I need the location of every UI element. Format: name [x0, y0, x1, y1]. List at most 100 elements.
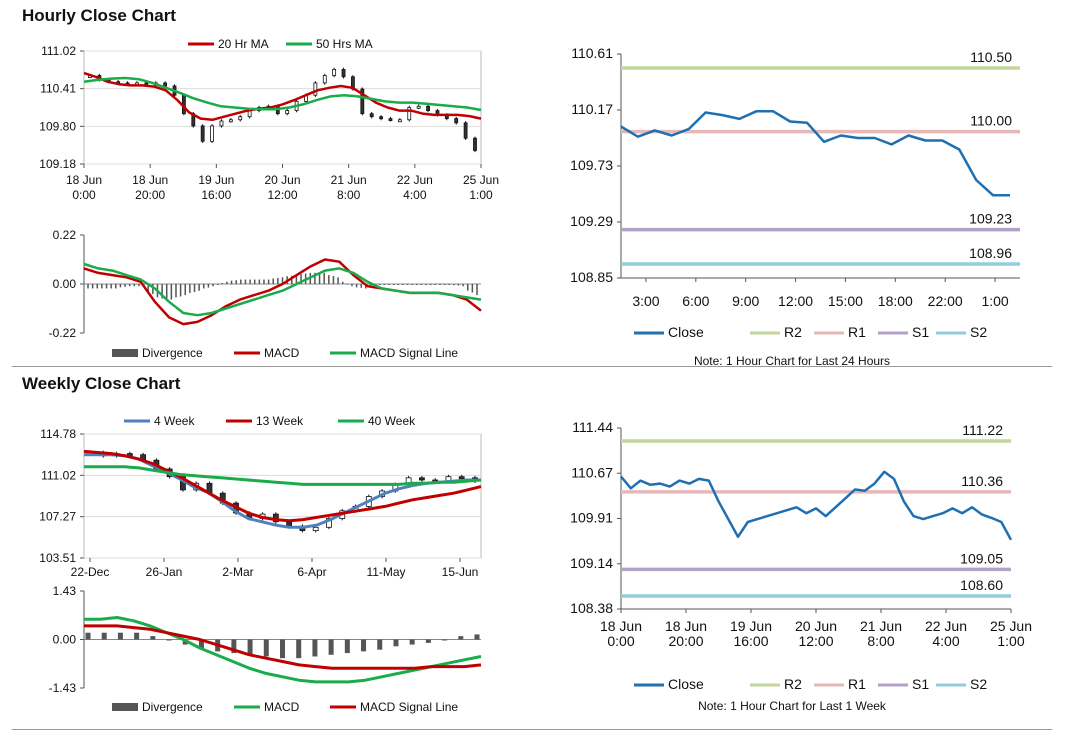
weekly-macd-divergence-bar: [442, 639, 448, 641]
hourly-price-yaxis-label: 109.18: [39, 157, 76, 171]
weekly-pivot-xaxis-label: 18 Jun: [665, 618, 707, 634]
hourly-pivot-xaxis-label: 22:00: [928, 293, 963, 309]
weekly-pivot-xaxis-label: 8:00: [867, 633, 894, 649]
hourly-macd-divergence-bar: [216, 284, 219, 285]
hourly-macd-divergence-bar: [184, 284, 186, 296]
hourly-price-candle-body: [454, 118, 459, 124]
hourly-price-xaxis-label: 19 Jun: [198, 173, 234, 187]
weekly-macd-legend-divergence-label: Divergence: [142, 700, 203, 714]
hourly-price-candle-body: [210, 125, 214, 142]
hourly-pivot-xaxis-label: 15:00: [828, 293, 863, 309]
hourly-price-candle-body: [238, 116, 243, 121]
weekly-pivot-xaxis-label: 19 Jun: [730, 618, 772, 634]
weekly-pivot-xaxis-label: 25 Jun: [990, 618, 1032, 634]
hourly-macd-divergence-bar: [272, 278, 274, 284]
hourly-macd-divergence-bar: [328, 275, 330, 284]
weekly-macd-divergence-bar: [458, 636, 464, 640]
weekly-macd-divergence-bar: [85, 632, 91, 640]
weekly-pivot-yaxis-label: 109.91: [570, 510, 613, 526]
hourly-macd-divergence-bar: [379, 284, 381, 285]
hourly-macd-divergence-bar: [425, 284, 427, 285]
hourly-macd-divergence-bar: [434, 284, 437, 285]
hourly-price-yaxis-label: 110.41: [40, 82, 76, 96]
hourly-macd-divergence-bar: [221, 283, 224, 285]
weekly-price-yaxis-label: 107.27: [39, 510, 76, 524]
weekly-macd-line: [84, 616, 482, 684]
weekly-pivot-yaxis-label: 110.67: [571, 464, 613, 480]
weekly-price-candle-body: [418, 477, 425, 481]
hourly-price-candle-body: [360, 88, 365, 115]
weekly-macd-divergence-bar: [150, 636, 156, 640]
hourly-price-xaxis-label: 22 Jun: [397, 173, 433, 187]
hourly-price-candle-body: [332, 69, 337, 76]
hourly-macd-legend-signal-label: MACD Signal Line: [360, 346, 458, 360]
weekly-macd-signal-line: [84, 624, 482, 670]
weekly-macd-divergence-bar: [247, 639, 253, 655]
hourly-20hr-ma-line: [83, 71, 482, 122]
hourly-macd-legend-macd-label: MACD: [264, 346, 300, 360]
weekly-macd-legend-divergence-swatch: [112, 703, 138, 711]
weekly-legend-40week-label: 40 Week: [368, 414, 416, 428]
hourly-macd-divergence-bar: [448, 284, 450, 285]
hourly-macd-divergence-bar: [193, 284, 196, 293]
hourly-macd-divergence-bar: [235, 280, 237, 284]
hourly-macd-divergence-bar: [161, 284, 163, 299]
hourly-macd-divergence-bar: [392, 284, 395, 285]
hourly-price-xaxis-label: 18 Jun: [66, 173, 102, 187]
weekly-pivot-xaxis-label: 21 Jun: [860, 618, 902, 634]
weekly-section-title: Weekly Close Chart: [22, 374, 181, 393]
hourly-macd-yaxis-label: -0.22: [49, 326, 77, 340]
hourly-macd-divergence-bar: [277, 277, 279, 284]
hourly-price-candle-body: [285, 110, 290, 115]
weekly-pivot-xaxis-label: 0:00: [607, 633, 634, 649]
weekly-macd-yaxis-label: 1.43: [53, 584, 77, 598]
hourly-macd-divergence-bar: [332, 275, 335, 284]
hourly-pivot-level-s1-label: 109.23: [969, 211, 1012, 227]
hourly-macd-divergence-bar: [471, 284, 474, 293]
hourly-macd-divergence-bar: [443, 284, 446, 285]
hourly-macd-divergence-bar: [253, 279, 256, 284]
hourly-pivot-level-r2-label: 110.50: [970, 49, 1012, 65]
weekly-macd-divergence-bar: [361, 639, 367, 652]
hourly-macd-divergence-bar: [476, 284, 478, 296]
weekly-macd-divergence-bar: [393, 639, 399, 647]
hourly-macd-divergence-bar: [207, 284, 210, 288]
weekly-price-yaxis-label: 103.51: [39, 551, 76, 565]
hourly-macd-divergence-bar: [388, 284, 390, 285]
hourly-price-candle-body: [379, 116, 383, 120]
hourly-macd-divergence-bar: [110, 284, 112, 289]
hourly-pivot-xaxis-label: 9:00: [732, 293, 759, 309]
hourly-price-candle-body: [219, 120, 224, 127]
weekly-pivot-legend-close-label: Close: [668, 676, 704, 692]
weekly-price-xaxis-label: 11-May: [366, 565, 405, 579]
hourly-macd-divergence-bar: [291, 275, 293, 284]
weekly-pivot-xaxis-label: 18 Jun: [600, 618, 642, 634]
weekly-price-xaxis-label: 26-Jan: [146, 565, 183, 579]
weekly-pivot-legend-r1-label: R1: [848, 676, 866, 692]
weekly-macd-yaxis-label: 0.00: [53, 633, 77, 647]
weekly-pivot-yaxis-label: 109.14: [570, 555, 613, 571]
hourly-price-candle-body: [369, 113, 374, 118]
hourly-price-xaxis-label: 0:00: [72, 188, 96, 202]
hourly-legend-20hr-ma-label: 20 Hr MA: [218, 37, 269, 51]
weekly-macd-divergence-bar: [101, 632, 107, 640]
hourly-macd-divergence-bar: [314, 272, 316, 284]
hourly-macd-divergence-bar: [323, 272, 325, 284]
hourly-price-xaxis-label: 20:00: [135, 188, 165, 202]
hourly-price-xaxis-label: 4:00: [403, 188, 427, 202]
weekly-price-plot-frame: [83, 433, 482, 559]
hourly-price-candle-body: [163, 82, 168, 87]
weekly-pivot-legend-r2-label: R2: [784, 676, 802, 692]
hourly-macd-divergence-bar: [124, 284, 126, 287]
weekly-macd-divergence-bar: [328, 639, 334, 655]
hourly-price-candle-body: [397, 119, 402, 123]
hourly-macd-divergence-bar: [406, 284, 409, 285]
weekly-macd-divergence-bar: [166, 639, 172, 641]
hourly-macd-divergence-bar: [249, 279, 251, 284]
hourly-pivot-legend-r2-label: R2: [784, 324, 802, 340]
hourly-macd-divergence-bar: [179, 284, 182, 297]
hourly-macd-divergence-bar: [341, 281, 344, 284]
hourly-macd-divergence-bar: [267, 279, 270, 284]
weekly-13week-line: [83, 449, 482, 523]
